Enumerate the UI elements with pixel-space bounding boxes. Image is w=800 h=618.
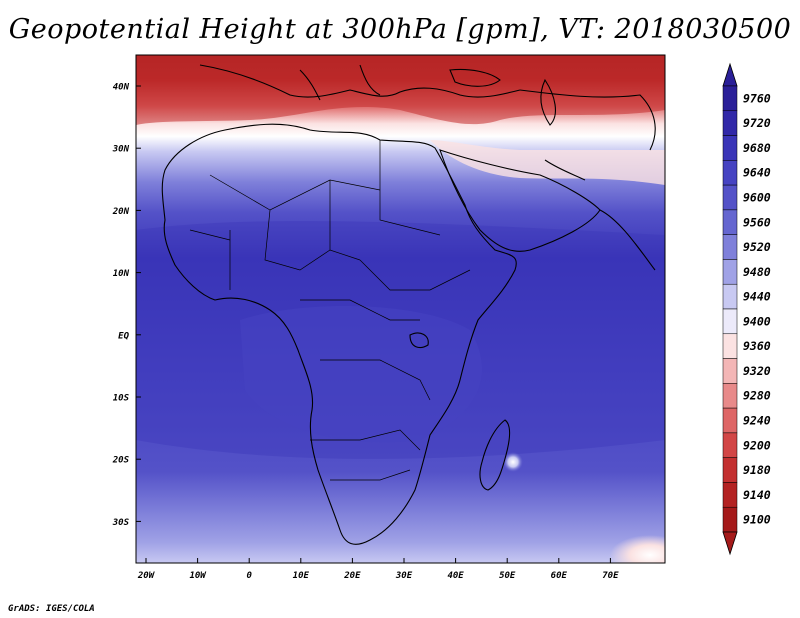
lat-tick-label: 30N <box>112 145 130 155</box>
colorbar-segment <box>722 110 738 136</box>
colorbar-segment <box>722 358 738 384</box>
colorbar-label: 9240 <box>743 414 771 428</box>
lat-tick-label: 20N <box>112 207 130 217</box>
colorbar-label: 9600 <box>743 191 771 205</box>
lat-tick-label: 40N <box>113 83 130 93</box>
colorbar-segment <box>722 407 738 434</box>
lon-tick-label: 10W <box>189 571 207 581</box>
lon-tick-label: 40E <box>447 571 464 581</box>
colorbar-label: 9520 <box>743 240 771 254</box>
colorbar-label: 9440 <box>743 290 771 304</box>
longitude-axis: 20W 10W 0 10E 20E 30E 40E 50E 60E 70E <box>137 558 619 581</box>
coastlines <box>161 64 656 545</box>
country-borders <box>189 140 471 481</box>
lon-tick-label: 10E <box>293 571 310 581</box>
colorbar-segment <box>722 308 738 335</box>
lon-tick-label: 30E <box>395 571 413 581</box>
colorbar-label: 9280 <box>743 389 771 403</box>
colorbar-label: 9360 <box>743 339 771 353</box>
colorbar-label: 9100 <box>743 513 771 527</box>
lon-tick-label: 70E <box>602 571 619 581</box>
colorbar-label: 9140 <box>743 488 771 502</box>
colorbar-label: 9400 <box>743 314 771 328</box>
colorbar-segment <box>722 135 738 161</box>
colorbar-label: 9320 <box>743 364 771 378</box>
colorbar-label: 9680 <box>743 141 771 155</box>
lon-tick-label: 20E <box>343 571 361 581</box>
colorbar-segment <box>722 432 738 458</box>
colorbar: 9760 9720 9680 9640 9600 9560 9520 9480 9440 9400… <box>722 62 771 556</box>
colorbar-segment <box>722 383 738 409</box>
lat-tick-label: 10S <box>113 394 130 404</box>
colorbar-segment <box>722 333 738 359</box>
lon-tick-label: 50E <box>499 571 516 581</box>
colorbar-segment <box>722 85 738 112</box>
lat-tick-label: 20S <box>112 456 130 466</box>
colorbar-label: 9180 <box>743 463 771 477</box>
lon-tick-label: 0 <box>246 571 252 581</box>
colorbar-segment <box>722 506 738 533</box>
colorbar-bottom-arrow <box>722 531 738 556</box>
colorbar-segment <box>722 160 738 186</box>
lat-tick-label: 30S <box>112 518 130 528</box>
colorbar-segment <box>722 184 738 211</box>
colorbar-segment <box>722 259 738 285</box>
colorbar-label: 9640 <box>743 166 771 180</box>
colorbar-segment <box>722 457 738 483</box>
map-title: Geopotential Height at 300hPa [gpm], VT:… <box>8 14 792 45</box>
height-field <box>136 55 665 563</box>
colorbar-label: 9760 <box>743 91 771 105</box>
lat-tick-label: EQ <box>118 331 129 341</box>
colorbar-label: 9200 <box>743 438 771 452</box>
latitude-axis: 40N 30N 20N 10N EQ 10S 20S 30S <box>112 83 141 528</box>
colorbar-label: 9480 <box>743 265 771 279</box>
lon-tick-label: 20W <box>137 571 156 581</box>
colorbar-label: 9560 <box>743 215 771 229</box>
lat-tick-label: 10N <box>113 269 130 279</box>
colorbar-top-arrow <box>722 62 738 87</box>
plot-frame <box>135 54 666 564</box>
colorbar-label: 9720 <box>743 116 771 130</box>
colorbar-segment <box>722 283 738 310</box>
credit-text: GrADS: IGES/COLA <box>8 604 95 614</box>
colorbar-segment <box>722 482 738 508</box>
colorbar-segment <box>722 209 738 235</box>
colorbar-segment <box>722 234 738 260</box>
lon-tick-label: 60E <box>551 571 568 581</box>
